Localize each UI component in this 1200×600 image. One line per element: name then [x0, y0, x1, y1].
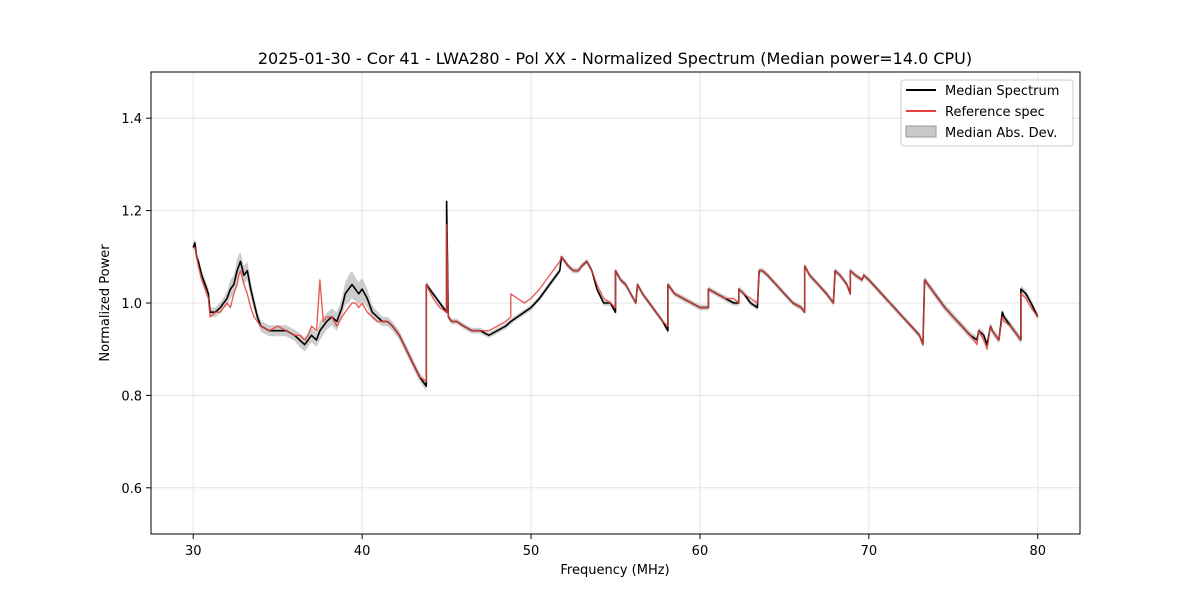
- y-axis-ticks: 0.6 0.8 1.0 1.2 1.4: [121, 112, 151, 497]
- x-axis-ticks: 30 40 50 60 70 80: [185, 534, 1046, 559]
- x-axis-label: Frequency (MHz): [560, 563, 669, 578]
- series-reference-spec: [193, 223, 1039, 383]
- y-tick-label: 1.0: [121, 297, 142, 312]
- legend: Median Spectrum Reference spec Median Ab…: [900, 79, 1074, 147]
- y-tick-label: 0.6: [121, 482, 142, 497]
- x-tick-label: 80: [1029, 544, 1046, 559]
- series-layer: [192, 200, 1039, 388]
- legend-swatch-median-abs-dev: [905, 125, 937, 138]
- y-tick-label: 1.4: [121, 112, 142, 127]
- y-tick-label: 1.2: [121, 205, 142, 220]
- x-tick-label: 50: [523, 544, 540, 559]
- mad-band-layer: [193, 197, 1038, 391]
- legend-label-reference-spec: Reference spec: [945, 105, 1045, 120]
- y-axis-label: Normalized Power: [98, 244, 113, 362]
- x-tick-label: 60: [692, 544, 709, 559]
- legend-label-median-spectrum: Median Spectrum: [945, 84, 1059, 99]
- x-tick-label: 40: [354, 544, 371, 559]
- legend-box: [900, 79, 1074, 147]
- chart-title: 2025-01-30 - Cor 41 - LWA280 - Pol XX - …: [258, 49, 972, 68]
- legend-label-median-abs-dev: Median Abs. Dev.: [945, 126, 1057, 141]
- mad-band: [193, 197, 1038, 391]
- x-tick-label: 70: [861, 544, 878, 559]
- y-tick-label: 0.8: [121, 389, 142, 404]
- x-tick-label: 30: [185, 544, 202, 559]
